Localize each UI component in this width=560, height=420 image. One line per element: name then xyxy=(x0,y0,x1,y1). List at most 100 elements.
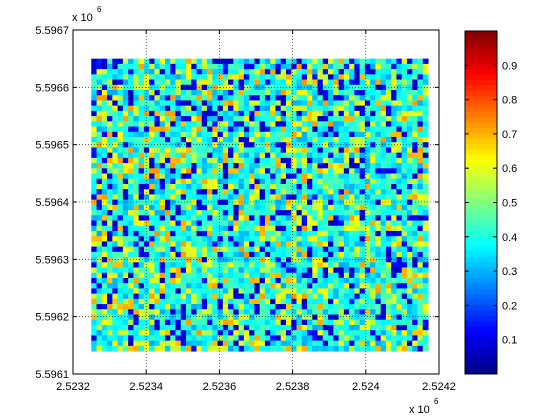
heatmap-cell xyxy=(191,69,198,75)
heatmap-cell xyxy=(91,251,98,258)
heatmap-cell xyxy=(254,110,261,117)
heatmap-cell xyxy=(322,225,329,232)
heatmap-cell xyxy=(117,210,124,216)
heatmap-cell xyxy=(401,173,408,180)
heatmap-cell xyxy=(154,194,161,201)
heatmap-cell xyxy=(180,283,187,289)
heatmap-cell xyxy=(196,178,203,185)
heatmap-cell xyxy=(101,74,108,81)
heatmap-cell xyxy=(296,241,303,248)
heatmap-cell xyxy=(186,293,192,300)
heatmap-cell xyxy=(328,178,334,185)
heatmap-cell xyxy=(375,324,382,331)
heatmap-cell xyxy=(291,335,297,342)
heatmap-cell xyxy=(112,79,119,86)
heatmap-cell xyxy=(191,288,198,295)
heatmap-cell xyxy=(159,251,166,258)
heatmap-cell xyxy=(117,204,124,211)
heatmap-cell xyxy=(122,236,129,242)
heatmap-cell xyxy=(280,246,287,253)
heatmap-cell xyxy=(275,79,282,86)
heatmap-cell xyxy=(212,116,219,122)
heatmap-cell xyxy=(385,272,392,279)
heatmap-cell xyxy=(159,163,166,169)
heatmap-cell xyxy=(375,277,382,284)
heatmap-cell xyxy=(291,215,297,222)
heatmap-cell xyxy=(212,95,219,101)
heatmap-cell xyxy=(228,95,234,101)
heatmap-cell xyxy=(238,272,245,279)
heatmap-cell xyxy=(396,100,403,107)
heatmap-cell xyxy=(417,324,424,331)
heatmap-cell xyxy=(207,210,213,216)
heatmap-cell xyxy=(354,58,361,65)
heatmap-cell xyxy=(201,69,208,75)
heatmap-cell xyxy=(170,121,176,128)
heatmap-cell xyxy=(328,220,334,227)
heatmap-cell xyxy=(164,168,171,175)
heatmap-cell xyxy=(138,288,145,295)
heatmap-cell xyxy=(375,298,382,305)
heatmap-cell xyxy=(270,215,276,222)
heatmap-cell xyxy=(212,157,219,164)
heatmap-cell xyxy=(238,58,245,65)
heatmap-cell xyxy=(96,277,103,284)
heatmap-cell xyxy=(301,330,308,336)
heatmap-cell xyxy=(212,309,219,316)
heatmap-cell xyxy=(385,110,392,117)
heatmap-cell xyxy=(359,330,366,336)
heatmap-cell xyxy=(349,283,355,289)
heatmap-cell xyxy=(422,126,429,133)
heatmap-cell xyxy=(391,230,397,237)
heatmap-cell xyxy=(264,283,271,289)
heatmap-cell xyxy=(117,110,124,117)
heatmap-cell xyxy=(186,314,192,321)
heatmap-cell xyxy=(180,251,187,258)
heatmap-cell xyxy=(91,173,98,180)
heatmap-cell xyxy=(391,100,397,107)
heatmap-cell xyxy=(196,236,203,242)
heatmap-cell xyxy=(228,304,234,310)
heatmap-cell xyxy=(164,257,171,263)
heatmap-cell xyxy=(285,121,292,128)
heatmap-cell xyxy=(406,194,413,201)
heatmap-cell xyxy=(401,84,408,91)
heatmap-cell xyxy=(391,330,397,336)
heatmap-cell xyxy=(317,215,324,222)
heatmap-cell xyxy=(186,309,192,316)
heatmap-cell xyxy=(354,152,361,159)
heatmap-cell xyxy=(112,215,119,222)
heatmap-cell xyxy=(401,121,408,128)
heatmap-cell xyxy=(217,173,224,180)
heatmap-cell xyxy=(217,236,224,242)
heatmap-cell xyxy=(385,116,392,122)
heatmap-cell xyxy=(243,105,250,112)
heatmap-cell xyxy=(133,241,140,248)
heatmap-cell xyxy=(96,152,103,159)
heatmap-cell xyxy=(322,220,329,227)
heatmap-cell xyxy=(333,168,340,175)
heatmap-cell xyxy=(301,262,308,269)
heatmap-cell xyxy=(370,105,376,112)
heatmap-cell xyxy=(170,168,176,175)
heatmap-cell xyxy=(249,288,255,295)
heatmap-cell xyxy=(264,74,271,81)
heatmap-cell xyxy=(217,116,224,122)
heatmap-cell xyxy=(96,236,103,242)
heatmap-cell xyxy=(222,126,229,133)
heatmap-cell xyxy=(349,309,355,316)
heatmap-cell xyxy=(164,220,171,227)
heatmap-cell xyxy=(338,168,345,175)
heatmap-cell xyxy=(285,277,292,284)
heatmap-cell xyxy=(349,314,355,321)
heatmap-cell xyxy=(159,204,166,211)
heatmap-cell xyxy=(270,157,276,164)
heatmap-cell xyxy=(112,293,119,300)
heatmap-cell xyxy=(238,173,245,180)
heatmap-cell xyxy=(186,136,192,143)
heatmap-cell xyxy=(312,236,319,242)
heatmap-cell xyxy=(396,330,403,336)
heatmap-cell xyxy=(296,105,303,112)
heatmap-cell xyxy=(207,90,213,96)
heatmap-cell xyxy=(207,110,213,117)
